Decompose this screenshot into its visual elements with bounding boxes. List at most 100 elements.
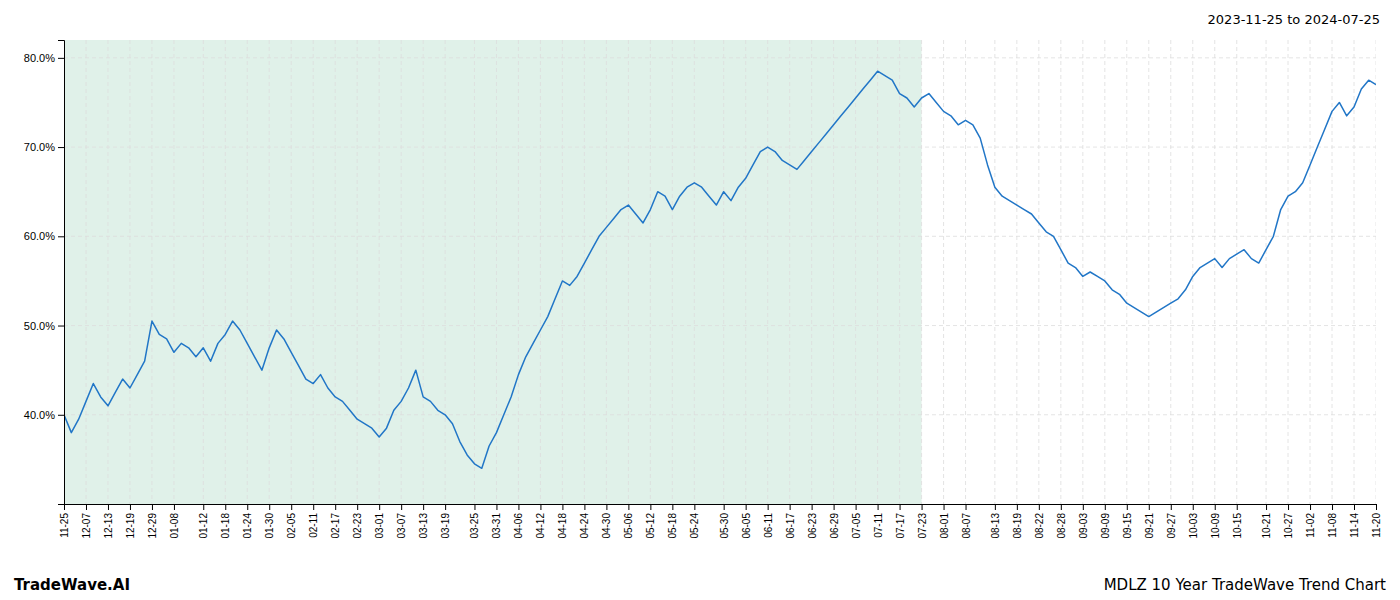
x-tick: 03-01	[374, 504, 385, 539]
annotation: TradeWave.AI	[14, 576, 130, 594]
grid-line	[357, 40, 358, 504]
tick-label: 01-24	[242, 513, 253, 539]
tick-label: 08-19	[1012, 513, 1023, 539]
tick-label: 11-20	[1371, 513, 1382, 538]
grid-line	[64, 325, 1376, 326]
tick-label: 10-09	[1210, 513, 1221, 539]
y-tick: 70.0%	[24, 141, 64, 153]
grid-line	[379, 40, 380, 504]
grid-line	[965, 40, 966, 504]
x-tick: 11-20	[1371, 504, 1382, 538]
tick-mark	[1215, 504, 1216, 510]
grid-line	[1170, 40, 1171, 504]
x-tick: 04-06	[513, 504, 524, 539]
x-tick: 01-12	[198, 504, 209, 539]
x-tick: 06-29	[829, 504, 840, 539]
y-tick: 40.0%	[24, 409, 64, 421]
tick-mark	[1288, 504, 1289, 510]
x-tick: 04-24	[579, 504, 590, 539]
tick-label: 05-12	[645, 513, 656, 539]
tick-mark	[900, 504, 901, 510]
tick-label: 05-24	[689, 513, 700, 539]
x-tick: 11-25	[59, 504, 70, 538]
grid-line	[518, 40, 519, 504]
tick-label: 01-18	[220, 513, 231, 539]
grid-line	[1060, 40, 1061, 504]
x-tick: 04-18	[557, 504, 568, 539]
grid-line	[584, 40, 585, 504]
tick-mark	[108, 504, 109, 510]
grid-line	[225, 40, 226, 504]
x-tick: 07-05	[851, 504, 862, 539]
tick-mark	[606, 504, 607, 510]
grid-line	[1192, 40, 1193, 504]
x-axis: 11-2512-0712-1312-1912-2901-0801-1201-18…	[59, 504, 1382, 539]
tick-label: 06-11	[763, 513, 774, 538]
tick-label: 12-29	[147, 513, 158, 539]
chart: 11-2512-0712-1312-1912-2901-0801-1201-18…	[0, 0, 1400, 600]
grid-line	[85, 40, 86, 504]
grid-line	[562, 40, 563, 504]
tick-label: 11-14	[1349, 513, 1360, 538]
tick-mark	[58, 147, 64, 148]
tick-mark	[1149, 504, 1150, 510]
x-tick: 03-31	[491, 504, 502, 539]
grid-line	[173, 40, 174, 504]
tick-label: 09-09	[1100, 513, 1111, 539]
plot-area: 11-2512-0712-1312-1912-2901-0801-1201-18…	[24, 40, 1382, 539]
tick-mark	[335, 504, 336, 510]
tick-label: 10-27	[1283, 513, 1294, 539]
tick-label: 08-22	[1034, 513, 1045, 539]
grid-line	[540, 40, 541, 504]
marks	[64, 40, 1376, 504]
tick-label: 03-01	[374, 513, 385, 539]
tick-label: 11-08	[1327, 513, 1338, 538]
tick-label: 10-21	[1261, 513, 1272, 539]
grid-line	[1148, 40, 1149, 504]
tick-label: 06-29	[829, 513, 840, 539]
tick-mark	[995, 504, 996, 510]
x-tick: 02-11	[308, 504, 319, 538]
y-tick: 60.0%	[24, 230, 64, 242]
tick-label: 07-05	[851, 513, 862, 539]
x-tick: 09-03	[1078, 504, 1089, 539]
x-tick: 01-30	[264, 504, 275, 539]
tick-label: 12-19	[125, 513, 136, 539]
x-tick: 03-13	[418, 504, 429, 539]
grid-line	[855, 40, 856, 504]
tick-mark	[58, 236, 64, 237]
tick-mark	[1376, 504, 1377, 510]
x-tick: 12-29	[147, 504, 158, 539]
tick-mark	[768, 504, 769, 510]
x-tick: 06-23	[807, 504, 818, 539]
tick-label: 10-03	[1188, 513, 1199, 539]
tick-label: 04-30	[601, 513, 612, 539]
tick-label: 05-06	[623, 513, 634, 539]
tick-label: 04-12	[535, 513, 546, 539]
tick-label: 11-25	[59, 513, 70, 538]
x-tick: 10-03	[1188, 504, 1199, 539]
grid-line	[1332, 40, 1333, 504]
grid-line	[64, 236, 1376, 237]
grid-line	[1288, 40, 1289, 504]
x-tick: 06-17	[785, 504, 796, 539]
x-tick: 08-28	[1056, 504, 1067, 539]
tick-label: 03-07	[396, 513, 407, 539]
x-tick: 12-19	[125, 504, 136, 539]
tick-mark	[694, 504, 695, 510]
tick-label: 09-21	[1144, 513, 1155, 539]
x-tick: 04-12	[535, 504, 546, 539]
grid-line	[291, 40, 292, 504]
tick-mark	[357, 504, 358, 510]
tick-label: 07-17	[895, 513, 906, 539]
tick-mark	[1017, 504, 1018, 510]
tick-label: 02-23	[352, 513, 363, 539]
grid-line	[1236, 40, 1237, 504]
tick-label: 50.0%	[24, 320, 55, 332]
y-axis: 40.0%50.0%60.0%70.0%80.0%	[24, 41, 65, 505]
tick-label: 12-07	[81, 513, 92, 539]
tick-mark	[423, 504, 424, 510]
x-tick: 12-07	[81, 504, 92, 539]
tick-mark	[1354, 504, 1355, 510]
tick-label: 09-27	[1166, 513, 1177, 539]
